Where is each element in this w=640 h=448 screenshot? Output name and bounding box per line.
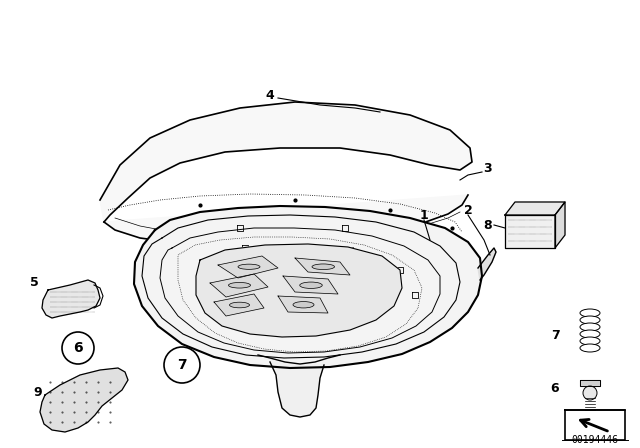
Polygon shape (565, 410, 625, 440)
Ellipse shape (300, 282, 323, 289)
Ellipse shape (230, 302, 250, 308)
Text: 7: 7 (550, 328, 559, 341)
Text: 8: 8 (484, 219, 492, 232)
Text: 4: 4 (266, 89, 275, 102)
Polygon shape (214, 294, 264, 316)
Polygon shape (218, 256, 278, 278)
Polygon shape (270, 362, 324, 417)
Ellipse shape (580, 316, 600, 324)
Polygon shape (40, 368, 128, 432)
Text: 7: 7 (177, 358, 187, 372)
Polygon shape (100, 102, 472, 244)
Circle shape (583, 386, 597, 400)
Ellipse shape (580, 323, 600, 331)
Polygon shape (505, 202, 565, 215)
Circle shape (164, 347, 200, 383)
Polygon shape (210, 274, 268, 297)
Polygon shape (134, 206, 482, 368)
Text: 9: 9 (34, 385, 42, 399)
Ellipse shape (580, 344, 600, 352)
Polygon shape (42, 280, 100, 318)
Polygon shape (278, 296, 328, 313)
Text: 1: 1 (420, 208, 428, 221)
Polygon shape (478, 248, 496, 280)
Polygon shape (295, 258, 350, 275)
Ellipse shape (580, 337, 600, 345)
Ellipse shape (312, 264, 335, 270)
Ellipse shape (228, 282, 250, 288)
Ellipse shape (580, 330, 600, 338)
Circle shape (62, 332, 94, 364)
Polygon shape (505, 215, 555, 248)
Ellipse shape (580, 309, 600, 317)
Text: 6: 6 (73, 341, 83, 355)
Polygon shape (283, 276, 338, 294)
Text: 00194446: 00194446 (572, 435, 618, 445)
Text: 5: 5 (29, 276, 38, 289)
Polygon shape (555, 202, 565, 248)
Ellipse shape (293, 302, 314, 308)
Text: 3: 3 (484, 161, 492, 175)
Text: 6: 6 (550, 382, 559, 395)
Text: 2: 2 (463, 203, 472, 216)
Ellipse shape (238, 264, 260, 269)
Polygon shape (196, 244, 402, 337)
Polygon shape (580, 380, 600, 386)
